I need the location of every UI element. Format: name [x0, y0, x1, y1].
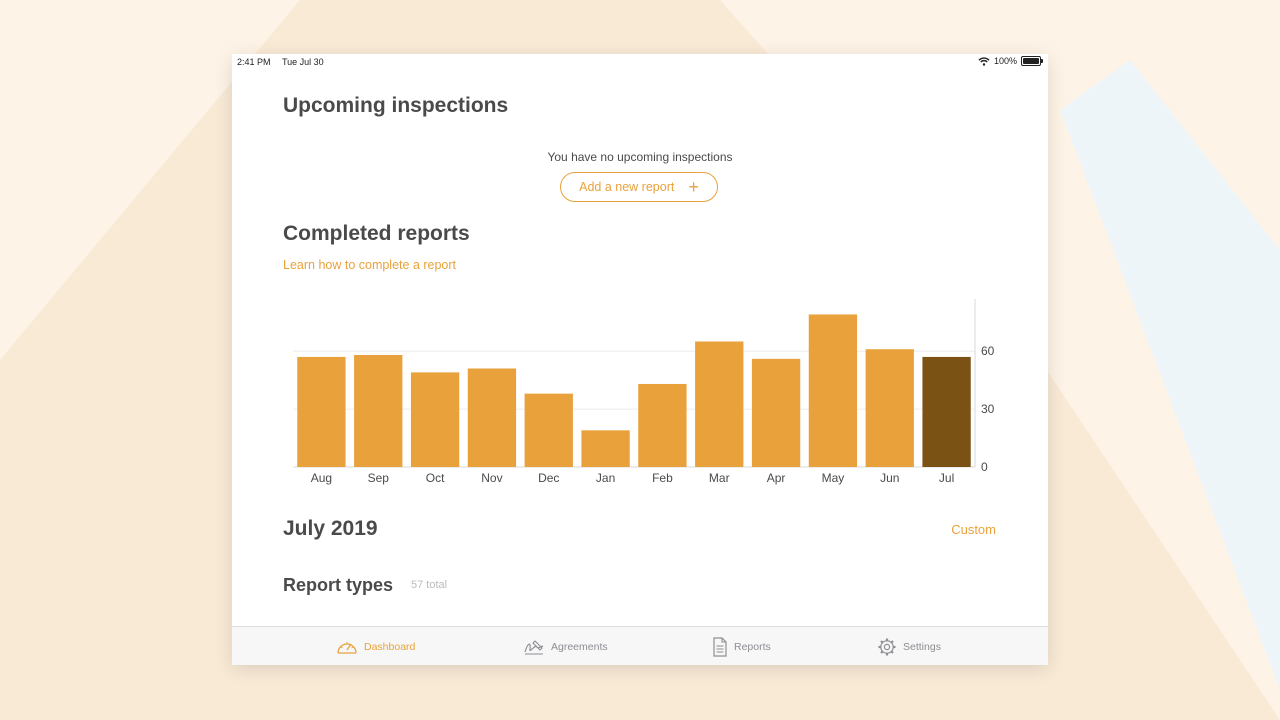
- completed-reports-chart: Aug Sep Oct Nov Dec Jan Feb Mar Apr May Jun Jul 0 30 6…: [293, 299, 995, 485]
- y-tick-label: 30: [981, 402, 995, 416]
- report-types-title: Report types: [283, 575, 394, 595]
- ipad-screen: 2:41 PM Tue Jul 30 100% Upcoming inspect…: [232, 54, 1048, 665]
- battery-icon: [1021, 56, 1043, 66]
- custom-range-button[interactable]: Custom: [951, 522, 996, 537]
- gear-icon: [878, 638, 896, 655]
- add-new-report-button[interactable]: Add a new report +: [560, 172, 718, 202]
- speedometer-icon: [337, 641, 357, 654]
- status-date: Tue Jul 30: [282, 57, 324, 67]
- bar-may: [808, 314, 858, 467]
- bar-jan: [581, 430, 630, 467]
- x-tick-label: Aug: [311, 471, 332, 485]
- status-bar: 2:41 PM Tue Jul 30 100%: [232, 54, 1048, 72]
- bar-oct: [410, 372, 460, 467]
- y-tick-label: 60: [981, 344, 995, 358]
- tab-dashboard-label: Dashboard: [364, 640, 416, 653]
- x-tick-label: Feb: [652, 471, 673, 485]
- bar-jun: [865, 349, 914, 467]
- bar-nov: [467, 368, 517, 467]
- learn-link[interactable]: Learn how to complete a report: [283, 258, 457, 272]
- tab-settings[interactable]: Settings: [877, 627, 941, 665]
- bar-mar: [695, 341, 744, 467]
- bar-feb: [638, 383, 687, 467]
- tab-bar: Dashboard Agreements Reports: [232, 626, 1048, 665]
- bar-jul: [922, 356, 971, 467]
- upcoming-title: Upcoming inspections: [283, 94, 509, 117]
- tab-agreements[interactable]: Agreements: [523, 627, 608, 665]
- document-icon: [713, 636, 727, 657]
- x-tick-label: Apr: [767, 471, 786, 485]
- tab-dashboard[interactable]: Dashboard: [336, 627, 415, 665]
- plus-icon: +: [688, 177, 699, 197]
- report-types-total: 57 total: [411, 579, 448, 591]
- empty-message: You have no upcoming inspections: [547, 150, 733, 164]
- signature-icon: [524, 639, 544, 654]
- status-right: 100%: [978, 56, 1043, 66]
- x-tick-label: Jan: [596, 471, 615, 485]
- y-tick-label: 0: [981, 460, 988, 474]
- wifi-icon: [978, 56, 990, 66]
- x-tick-label: May: [822, 471, 845, 485]
- bar-apr: [751, 358, 801, 467]
- x-tick-label: Oct: [426, 471, 445, 485]
- x-tick-label: Mar: [709, 471, 730, 485]
- status-time: 2:41 PM: [237, 57, 271, 67]
- completed-title: Completed reports: [283, 222, 470, 245]
- battery-percent: 100%: [993, 56, 1017, 66]
- tab-reports-label: Reports: [734, 640, 771, 653]
- tab-settings-label: Settings: [903, 640, 941, 653]
- x-tick-label: Nov: [481, 471, 502, 485]
- add-new-report-label: Add a new report: [579, 180, 675, 194]
- tab-reports[interactable]: Reports: [712, 627, 771, 665]
- bar-dec: [524, 393, 573, 467]
- x-tick-label: Jun: [880, 471, 899, 485]
- bar-aug: [297, 356, 346, 467]
- period-title: July 2019: [283, 517, 378, 540]
- x-tick-label: Dec: [538, 471, 559, 485]
- bar-sep: [354, 355, 403, 467]
- x-tick-label: Sep: [368, 471, 390, 485]
- x-tick-label: Jul: [939, 471, 954, 485]
- tab-agreements-label: Agreements: [551, 640, 608, 653]
